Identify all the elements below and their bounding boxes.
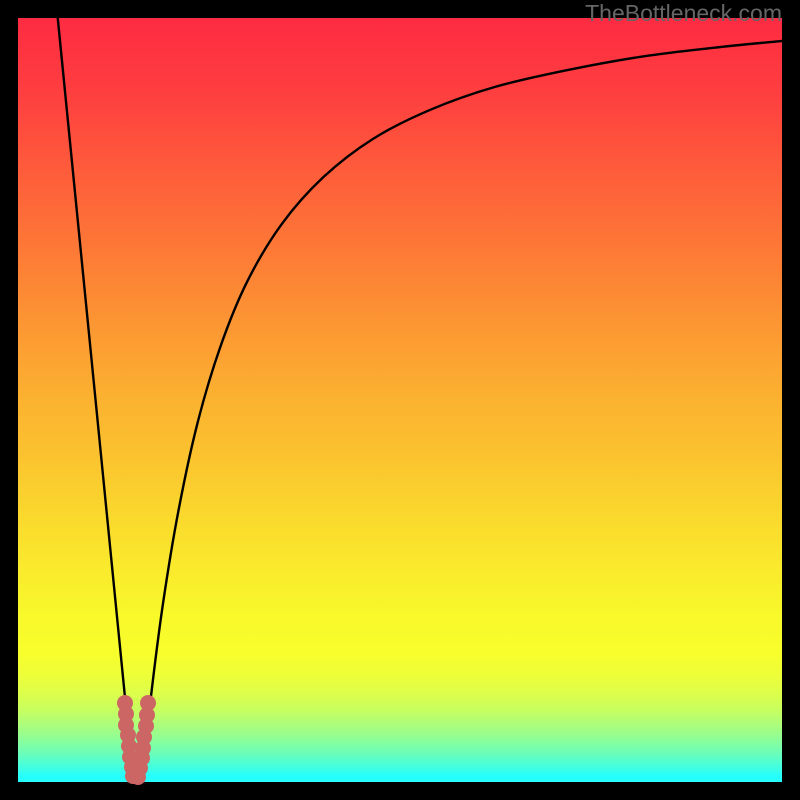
right-curve (142, 41, 782, 782)
watermark-text: TheBottleneck.com (585, 0, 782, 27)
chart-frame: TheBottleneck.com (0, 0, 800, 800)
curve-layer (0, 0, 800, 800)
left-line (58, 18, 134, 782)
